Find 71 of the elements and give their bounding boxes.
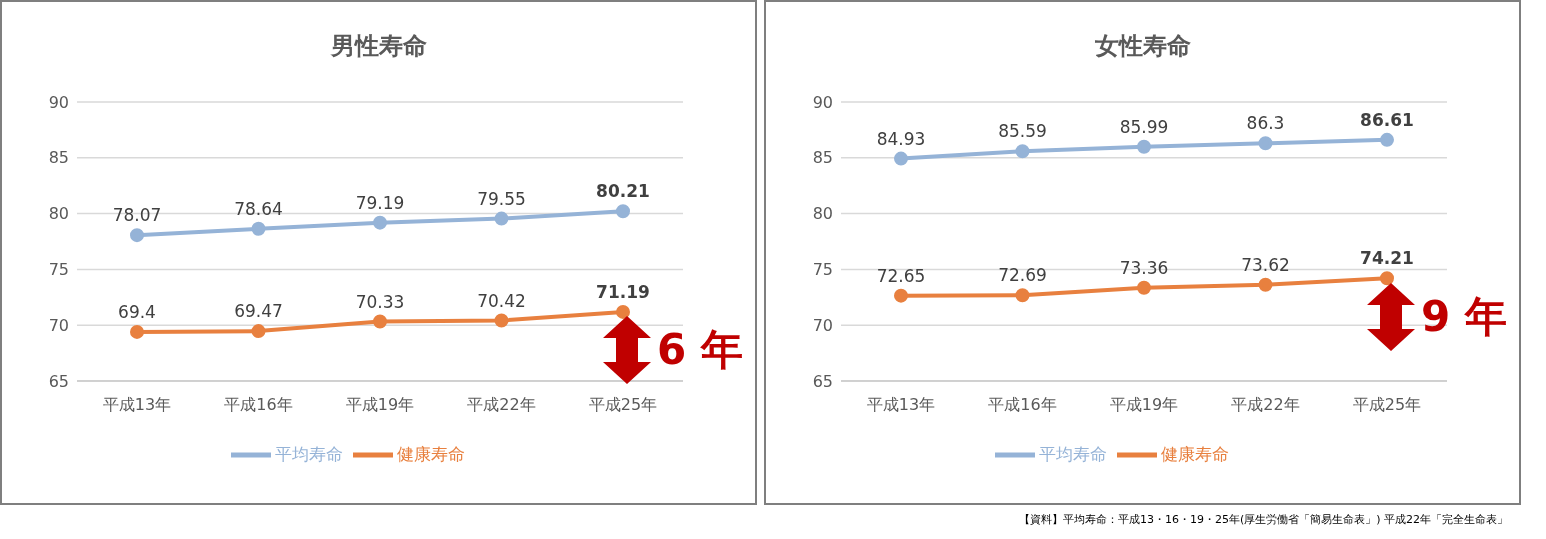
y-tick-label: 90	[48, 92, 69, 112]
point	[1137, 280, 1151, 295]
data-label: 73.62	[1241, 254, 1290, 275]
x-tick-label: 平成16年	[988, 395, 1057, 415]
annotation: 9 年	[1421, 290, 1507, 343]
data-label: 74.21	[1360, 248, 1414, 269]
point	[494, 313, 509, 328]
legend-label: 健康寿命	[1160, 444, 1229, 464]
y-tick-label: 75	[812, 260, 833, 280]
point	[130, 228, 144, 243]
point	[894, 151, 908, 166]
point	[1380, 132, 1394, 147]
chart-title: 男性寿命	[329, 31, 428, 62]
legend-label: 平均寿命	[274, 444, 343, 464]
data-label: 86.61	[1360, 109, 1414, 130]
point	[1015, 144, 1030, 159]
text: 【資料】平均寿命：平成13・16・19・25年(厚生労働省「簡易生命表」) 平成22年「完全生命表」	[1018, 512, 1508, 527]
data-label: 79.19	[355, 192, 405, 213]
data-label: 72.69	[998, 265, 1047, 286]
data-label: 69.47	[234, 301, 283, 322]
point	[894, 288, 908, 303]
point	[373, 215, 387, 230]
data-label: 84.93	[876, 128, 926, 149]
data-label: 85.99	[1119, 116, 1169, 137]
data-label: 85.59	[998, 121, 1047, 142]
x-tick-label: 平成19年	[1109, 395, 1179, 415]
data-label: 78.07	[112, 205, 162, 226]
data-label: 79.55	[477, 188, 526, 209]
data-label: 70.33	[355, 291, 405, 312]
point	[1258, 136, 1273, 151]
data-label: 69.4	[118, 301, 156, 322]
data-label: 70.42	[477, 290, 526, 311]
x-tick-label: 平成16年	[224, 395, 293, 415]
x-tick-label: 平成22年	[467, 395, 536, 415]
point	[1380, 271, 1394, 286]
point	[494, 211, 509, 226]
data-label: 80.21	[596, 181, 650, 202]
data-label: 71.19	[596, 281, 650, 302]
point	[373, 314, 387, 329]
point	[616, 204, 630, 219]
legend-label: 平均寿命	[1038, 444, 1107, 464]
y-tick-label: 65	[812, 371, 833, 391]
x-tick-label: 平成25年	[1352, 395, 1422, 415]
data-label: 73.36	[1119, 257, 1169, 278]
annotation: 6 年	[657, 324, 743, 377]
x-tick-label: 平成19年	[345, 395, 415, 415]
chart-title: 女性寿命	[1093, 31, 1192, 62]
point	[130, 324, 144, 339]
point	[251, 221, 266, 236]
x-tick-label: 平成13年	[102, 395, 172, 415]
point	[1015, 288, 1030, 303]
y-tick-label: 90	[812, 92, 833, 112]
data-label: 72.65	[876, 265, 926, 286]
data-label: 78.64	[234, 198, 283, 219]
x-tick-label: 平成13年	[866, 395, 936, 415]
legend-label: 健康寿命	[396, 444, 465, 464]
point	[616, 304, 630, 319]
y-tick-label: 70	[48, 315, 69, 335]
point	[251, 324, 266, 339]
y-tick-label: 80	[812, 204, 833, 224]
y-tick-label: 85	[812, 148, 833, 168]
y-tick-label: 65	[48, 371, 69, 391]
x-tick-label: 平成25年	[588, 395, 658, 415]
data-label: 86.3	[1246, 113, 1285, 134]
y-tick-label: 80	[48, 204, 69, 224]
point	[1258, 277, 1273, 292]
point	[1137, 139, 1151, 154]
y-tick-label: 70	[812, 315, 833, 335]
y-tick-label: 75	[48, 260, 69, 280]
y-tick-label: 85	[48, 148, 69, 168]
x-tick-label: 平成22年	[1231, 395, 1300, 415]
